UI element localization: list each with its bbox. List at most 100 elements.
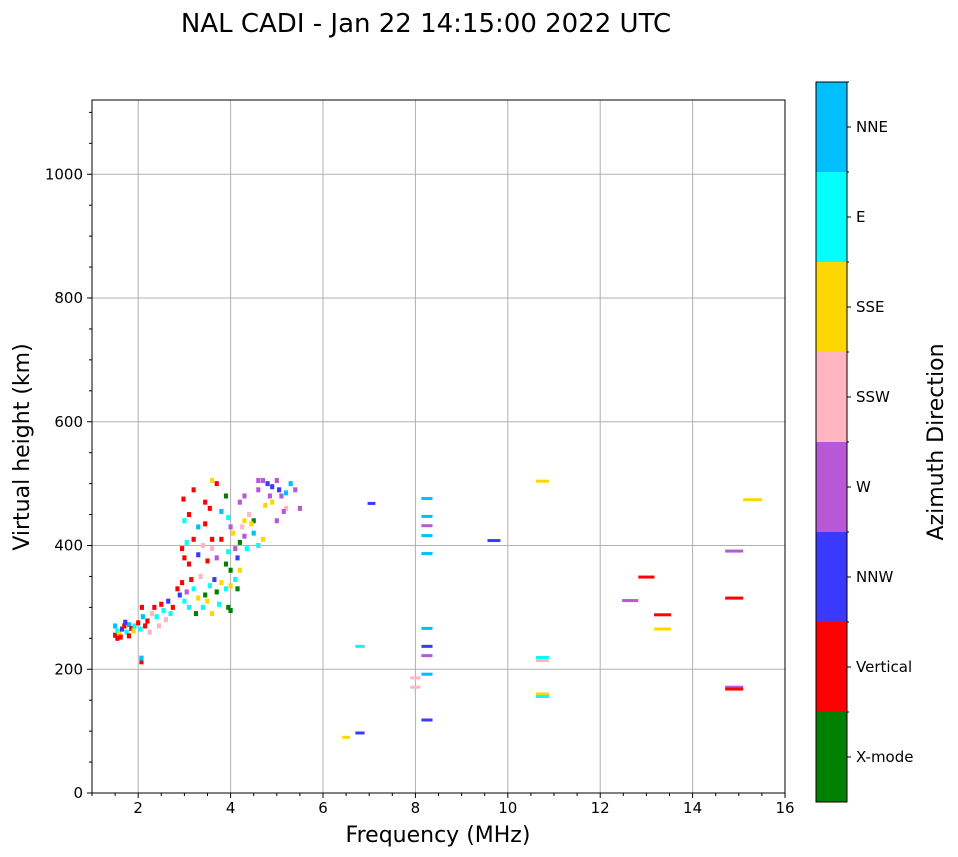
data-point <box>233 577 238 583</box>
data-point <box>143 623 148 629</box>
data-point <box>203 521 208 527</box>
colorbar-frame <box>815 81 848 803</box>
colorbar-tick-label: Vertical <box>856 658 912 676</box>
data-point <box>152 604 157 610</box>
data-point <box>256 487 261 493</box>
data-point <box>182 555 187 561</box>
data-point <box>410 676 421 680</box>
data-point <box>113 623 118 629</box>
data-point <box>200 604 205 610</box>
data-point <box>166 598 171 604</box>
colorbar-tick-label: SSE <box>856 298 885 316</box>
data-point <box>191 536 196 542</box>
colorbar-band-sse <box>816 262 847 352</box>
data-point <box>113 632 118 638</box>
data-point <box>196 524 201 530</box>
data-point <box>277 487 282 493</box>
data-point <box>205 558 210 564</box>
data-point <box>203 499 208 505</box>
data-point <box>622 599 639 603</box>
y-tick-label: 1000 <box>45 165 83 183</box>
data-point <box>725 596 744 600</box>
data-point <box>355 731 365 735</box>
data-point <box>223 561 229 567</box>
data-point <box>216 601 222 607</box>
data-point <box>131 628 136 634</box>
data-point <box>210 478 215 484</box>
data-point <box>279 493 284 499</box>
data-point <box>237 539 242 545</box>
x-axis-label: Frequency (MHz) <box>346 823 531 848</box>
data-point <box>249 521 254 527</box>
colorbar-label: Azimuth Direction <box>924 343 949 540</box>
data-point <box>421 552 433 556</box>
data-point <box>283 505 289 511</box>
data-point <box>191 586 196 592</box>
y-tick-label: 400 <box>54 537 83 555</box>
data-point <box>191 487 196 493</box>
data-point <box>251 530 256 536</box>
data-point <box>421 654 433 658</box>
data-point <box>230 530 235 536</box>
data-point <box>154 614 159 620</box>
data-point <box>184 539 189 545</box>
y-tick-label: 200 <box>54 660 83 678</box>
data-point <box>654 627 672 631</box>
colorbar-band-vertical <box>816 622 847 712</box>
data-point <box>189 577 194 583</box>
data-point <box>163 617 168 623</box>
data-point <box>182 598 187 604</box>
data-point <box>421 626 433 630</box>
data-point <box>161 607 166 613</box>
data-point <box>256 478 261 484</box>
y-axis-label: Virtual height (km) <box>10 343 35 550</box>
data-point <box>342 735 351 739</box>
data-point <box>175 586 180 592</box>
data-point <box>117 630 122 636</box>
colorbar-tick-label: X-mode <box>856 748 913 766</box>
data-point <box>205 598 210 604</box>
data-point <box>180 580 185 586</box>
data-point <box>256 543 261 548</box>
data-point <box>168 611 173 617</box>
data-point <box>638 575 655 579</box>
data-point <box>210 546 215 552</box>
data-point <box>240 524 245 530</box>
colorbar-tick-label: NNW <box>856 568 893 586</box>
data-point <box>242 533 247 539</box>
grid <box>92 100 785 793</box>
data-point <box>421 524 433 528</box>
data-point <box>182 518 187 524</box>
data-point <box>219 580 224 586</box>
data-point <box>421 718 433 722</box>
data-point <box>139 659 144 665</box>
data-point <box>281 508 286 514</box>
data-point <box>186 604 192 610</box>
x-tick-label: 4 <box>226 799 236 817</box>
data-point <box>535 692 549 696</box>
y-tick-label: 600 <box>54 413 83 431</box>
data-point <box>274 478 279 484</box>
data-point <box>535 694 549 698</box>
data-point <box>203 592 208 598</box>
data-point <box>725 549 744 553</box>
data-point <box>228 567 233 573</box>
data-point <box>198 573 203 579</box>
data-point <box>214 589 219 595</box>
data-point <box>139 655 144 661</box>
data-point <box>297 505 302 511</box>
data-point <box>196 552 201 558</box>
data-point <box>214 481 219 487</box>
y-tick-label: 0 <box>73 784 83 802</box>
data-point <box>219 536 224 542</box>
data-point <box>126 622 132 628</box>
x-tick-label: 10 <box>498 799 517 817</box>
data-point <box>265 481 270 487</box>
data-point <box>535 479 549 483</box>
data-point <box>367 501 376 505</box>
colorbar-band-nnw <box>816 532 847 622</box>
data-point <box>244 546 249 552</box>
data-point <box>115 628 120 634</box>
data-point <box>186 512 192 518</box>
